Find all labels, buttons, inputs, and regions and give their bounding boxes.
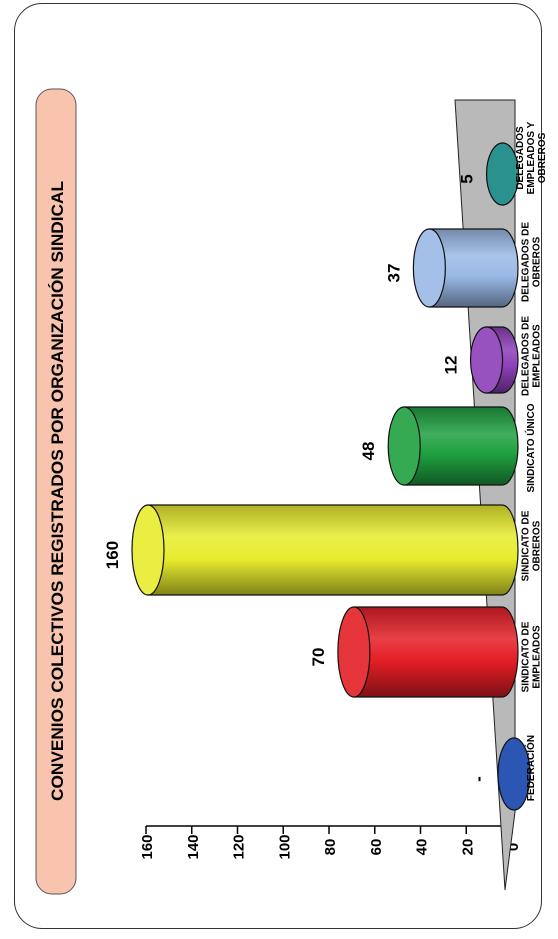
bar-top xyxy=(497,737,531,811)
bar-top xyxy=(387,406,421,486)
bar-body xyxy=(428,228,519,308)
data-label: 37 xyxy=(384,264,403,283)
value-tick-label: 160 xyxy=(139,834,156,859)
category-label: DELEGADOS DE xyxy=(521,316,532,396)
category-label: SINDICATO DE xyxy=(521,510,532,581)
value-tick-label: 120 xyxy=(231,834,248,859)
data-label: 160 xyxy=(103,541,122,569)
category-label: SINDICATO ÚNICO xyxy=(524,403,537,492)
chart-root: CONVENIOS COLECTIVOS REGISTRADOS POR ORG… xyxy=(35,88,548,895)
data-label: - xyxy=(469,776,488,782)
category-label: FEDERACIÓN xyxy=(524,735,537,801)
data-label: 12 xyxy=(442,356,461,375)
data-label: 70 xyxy=(309,648,328,667)
chart-title: CONVENIOS COLECTIVOS REGISTRADOS POR ORG… xyxy=(48,181,67,801)
data-label: 48 xyxy=(359,442,378,461)
category-label: OBREROS xyxy=(532,520,543,571)
bar-top xyxy=(469,326,504,394)
page-frame xyxy=(14,3,542,929)
bar-body xyxy=(403,406,519,486)
bar-body xyxy=(147,504,519,596)
value-tick-label: 80 xyxy=(322,839,339,856)
category-label: EMPLEADOS xyxy=(532,625,543,689)
value-tick-label: 60 xyxy=(368,839,385,856)
value-tick-label: 140 xyxy=(185,834,202,859)
category-label: OBREROS xyxy=(537,132,548,183)
value-tick-label: 20 xyxy=(459,839,476,856)
bar-top xyxy=(412,228,446,308)
bar-body xyxy=(353,606,519,698)
bar-top xyxy=(485,142,520,206)
bar-top xyxy=(337,606,371,698)
value-tick-label: 40 xyxy=(414,839,431,856)
value-tick-label: 0 xyxy=(505,843,522,851)
category-label: DELEGADOS DE xyxy=(521,222,532,302)
bar-top xyxy=(131,504,165,596)
category-label: EMPLEADOS xyxy=(532,324,543,388)
data-label: 5 xyxy=(458,174,477,183)
category-label: EMPLEADOS Y xyxy=(526,121,537,194)
category-label: SINDICATO DE xyxy=(521,621,532,692)
category-label: DELEGADOS xyxy=(515,126,526,190)
category-label: OBREROS xyxy=(532,236,543,287)
value-tick-label: 100 xyxy=(276,834,293,859)
title-box xyxy=(35,88,77,895)
